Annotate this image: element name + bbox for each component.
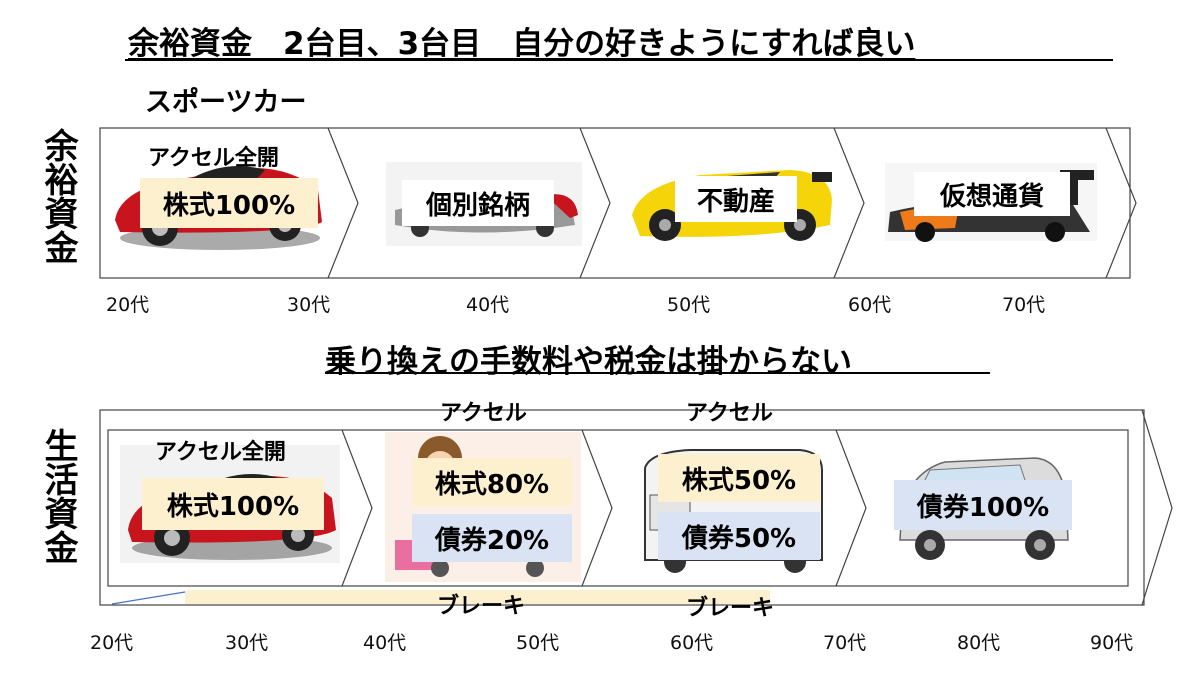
living-age-90: 90代 — [1090, 632, 1134, 654]
living-chevron-3 — [835, 429, 867, 587]
surplus-stage-2-box: 個別銘柄 — [402, 180, 554, 226]
living-stage-1-box: 株式100% — [142, 478, 324, 530]
surplus-age-30: 30代 — [287, 294, 331, 316]
living-stage-4-bond-box: 債券100% — [894, 480, 1072, 530]
living-stage-2-stock-box: 株式80% — [412, 458, 572, 506]
surplus-chevron-4 — [1105, 127, 1137, 279]
surplus-age-50: 50代 — [667, 294, 711, 316]
living-stage-2-bond-box: 債券20% — [412, 514, 572, 562]
surplus-stage-1-box: 株式100% — [140, 178, 318, 228]
surplus-age-60: 60代 — [848, 294, 892, 316]
living-age-30: 30代 — [225, 632, 269, 654]
living-stage-3-stock-box: 株式50% — [658, 454, 820, 502]
living-inner-frame — [107, 429, 1129, 587]
surplus-chevron-3 — [833, 127, 865, 279]
living-age-60: 60代 — [670, 632, 714, 654]
living-vertical-label: 生活資金 — [38, 428, 78, 564]
brake-label-1: ブレーキ — [437, 594, 526, 619]
surplus-vertical-label: 余裕資金 — [38, 128, 78, 264]
living-outer-frame — [99, 409, 1145, 606]
surplus-age-20: 20代 — [106, 294, 150, 316]
surplus-stage-4-box: 仮想通貨 — [914, 172, 1070, 216]
living-stage-1-header: アクセル全開 — [155, 440, 286, 465]
surplus-frame — [99, 127, 1131, 279]
top-title: 余裕資金 2台目、3台目 自分の好きようにすれば良い — [128, 26, 916, 62]
living-age-80: 80代 — [957, 632, 1001, 654]
living-age-50: 50代 — [516, 632, 560, 654]
living-chevron-1 — [341, 429, 373, 587]
surplus-stage-3-box: 不動産 — [675, 176, 797, 222]
middle-title: 乗り換えの手数料や税金は掛からない — [325, 344, 852, 380]
surplus-chevron-1 — [327, 127, 359, 279]
surplus-chevron-2 — [579, 127, 611, 279]
sports-car-label: スポーツカー — [145, 87, 307, 118]
living-age-40: 40代 — [363, 632, 407, 654]
surplus-age-70: 70代 — [1002, 294, 1046, 316]
living-stage-3-bond-box: 債券50% — [658, 512, 820, 560]
surplus-stage-1-header: アクセル全開 — [148, 146, 279, 171]
living-age-70: 70代 — [823, 632, 867, 654]
brake-label-2: ブレーキ — [686, 596, 775, 621]
living-stage-3-header: アクセル — [686, 401, 773, 426]
brake-band-edge — [111, 591, 186, 605]
living-chevron-2 — [581, 429, 613, 587]
brake-band — [185, 590, 770, 604]
living-chevron-4 — [1141, 409, 1173, 606]
surplus-age-40: 40代 — [466, 294, 510, 316]
living-stage-2-header: アクセル — [440, 401, 527, 426]
living-age-20: 20代 — [90, 632, 134, 654]
